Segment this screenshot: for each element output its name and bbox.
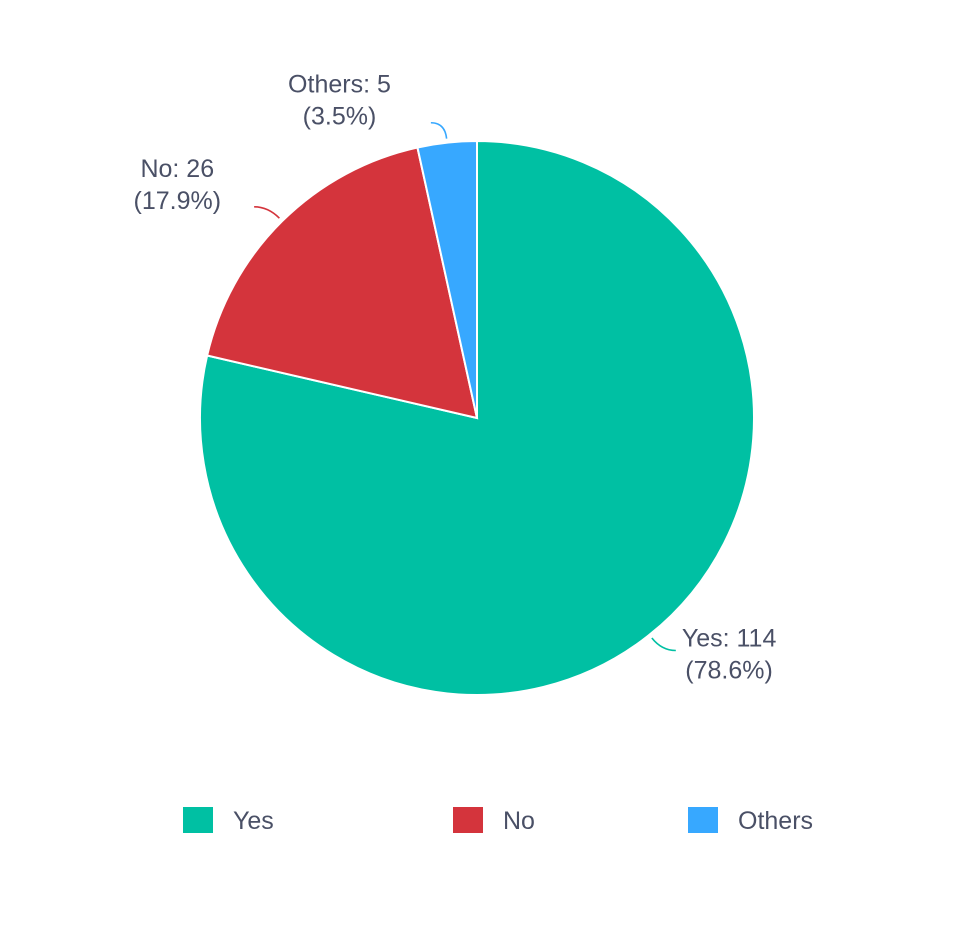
data-label-percent-others: (3.5%) bbox=[303, 103, 377, 131]
pie-slice-no[interactable] bbox=[205, 146, 479, 420]
pie-slices bbox=[199, 139, 755, 696]
pie-slice-others[interactable] bbox=[416, 139, 478, 419]
legend-swatch-yes bbox=[183, 807, 213, 833]
pie-data-labels: Yes: 114 (78.6%) No: 26 (17.9%) Others: 5 (3.… bbox=[134, 71, 777, 685]
legend-swatch-others bbox=[688, 807, 718, 833]
leader-line-yes bbox=[651, 637, 676, 652]
legend-label-others: Others bbox=[738, 807, 813, 835]
legend-swatch-no bbox=[453, 807, 483, 833]
legend: Yes No Others bbox=[183, 807, 813, 835]
legend-item-no[interactable]: No bbox=[453, 807, 535, 835]
data-label-percent-yes: (78.6%) bbox=[685, 656, 773, 684]
leader-line-others bbox=[430, 121, 448, 139]
pie-leader-lines bbox=[254, 121, 676, 652]
legend-item-yes[interactable]: Yes bbox=[183, 807, 274, 835]
data-label-others: Others: 5 bbox=[288, 71, 391, 99]
legend-label-yes: Yes bbox=[233, 807, 274, 835]
legend-label-no: No bbox=[503, 807, 535, 835]
data-label-no: No: 26 bbox=[140, 155, 214, 183]
data-label-yes: Yes: 114 bbox=[682, 624, 777, 652]
data-label-percent-no: (17.9%) bbox=[134, 187, 222, 215]
leader-line-no bbox=[254, 206, 280, 219]
legend-item-others[interactable]: Others bbox=[688, 807, 813, 835]
